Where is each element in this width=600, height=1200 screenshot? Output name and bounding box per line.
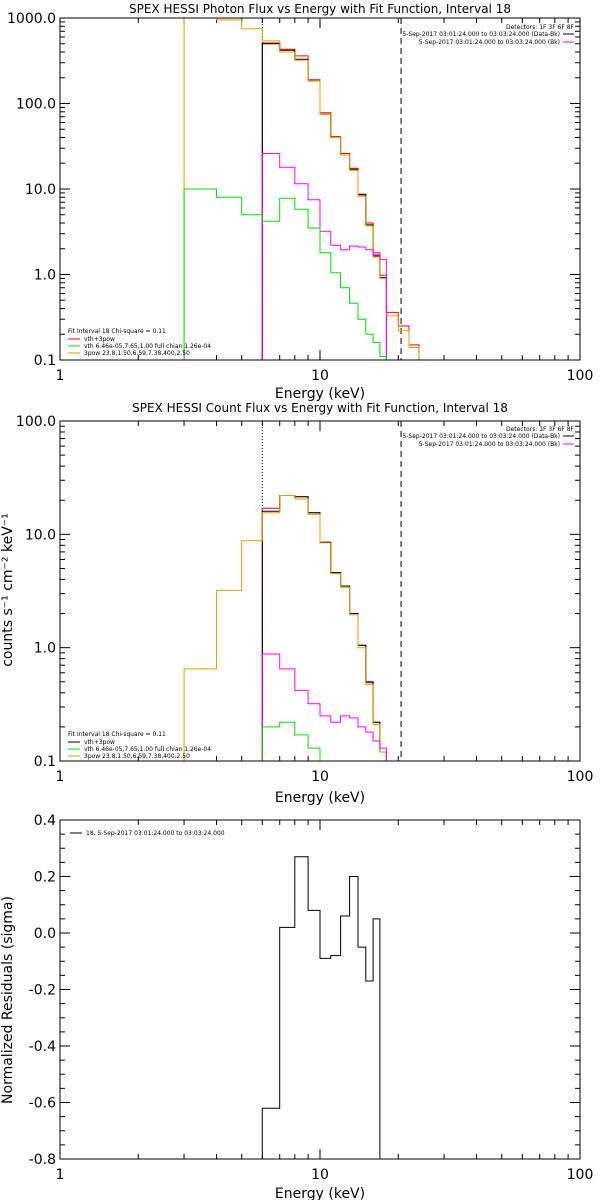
- photon-flux-legend: Fit Interval 18 Chi-square = 0.11 vth+3p…: [68, 328, 211, 357]
- residuals-series: [261, 856, 381, 1159]
- photon-flux-bk-interval: 5-Sep-2017 03:01:24.000 to 03:03:24.000 …: [419, 39, 560, 46]
- photon-flux-data-interval: 5-Sep-2017 03:01:24.000 to 03:03:24.000 …: [402, 31, 560, 38]
- x-tick-label: 10: [311, 368, 329, 384]
- count-flux-series: [183, 421, 402, 762]
- series-line-0: [261, 495, 387, 761]
- photon-flux-panel: SPEX HESSI Photon Flux vs Energy with Fi…: [7, 2, 593, 402]
- y-tick-label: 0.0: [34, 926, 56, 942]
- photon-flux-detectors: Detectors: 1F 3F 6F 8F: [506, 24, 575, 31]
- series-line-4: [183, 188, 387, 360]
- photon-flux-xlabel: Energy (keV): [275, 386, 365, 402]
- x-tick-label: 10: [311, 769, 329, 785]
- residuals-panel: Energy (keV) Normalized Residuals (sigma…: [0, 813, 593, 1200]
- y-tick-label: -0.2: [29, 983, 56, 999]
- x-tick-label: 1: [56, 1167, 65, 1183]
- photon-flux-legend-vth: vth 6.46e-05,7.65,1.00 full chian 1.26e-…: [84, 343, 211, 350]
- count-flux-legend-vth: vth 6.46e-05,7.65,1.00 full chian 1.26e-…: [84, 746, 211, 753]
- count-flux-legend-pow: 3pow 23.8,1.50,6.59,7.38,400,2.50: [84, 753, 190, 760]
- photon-flux-legend-fit: Fit Interval 18 Chi-square = 0.11: [68, 328, 166, 335]
- y-tick-label: 10.0: [25, 182, 56, 198]
- series-line-1: [261, 43, 387, 360]
- series-line-4: [261, 721, 331, 762]
- count-flux-info: Detectors: 1F 3F 6F 8F 5-Sep-2017 03:01:…: [402, 426, 574, 448]
- y-tick-label: -0.4: [29, 1039, 56, 1055]
- photon-flux-info: Detectors: 1F 3F 6F 8F 5-Sep-2017 03:01:…: [402, 24, 574, 46]
- count-flux-frame: [59, 420, 581, 762]
- series-line-3: [261, 153, 387, 360]
- count-flux-legend: Fit Interval 18 Chi-square = 0.11 vth+3p…: [68, 731, 211, 760]
- count-flux-legend-fit: Fit Interval 18 Chi-square = 0.11: [68, 731, 166, 738]
- y-tick-label: -0.8: [29, 1152, 56, 1168]
- y-tick-label: 0.4: [34, 813, 56, 829]
- y-tick-label: 100.0: [16, 97, 56, 113]
- y-tick-label: 1.0: [34, 268, 56, 284]
- photon-flux-series: [183, 17, 428, 361]
- x-tick-label: 100: [567, 769, 594, 785]
- x-tick-label: 100: [567, 368, 594, 384]
- photon-flux-title: SPEX HESSI Photon Flux vs Energy with Fi…: [129, 2, 511, 16]
- count-flux-legend-total: vth+3pow: [84, 739, 115, 746]
- y-tick-label: -0.6: [29, 1096, 56, 1112]
- residuals-legend: 18, 5-Sep-2017 03:01:24.000 to 03:03:24.…: [70, 830, 225, 837]
- x-tick-label: 10: [311, 1167, 329, 1183]
- y-tick-label: 100.0: [16, 414, 56, 430]
- y-tick-label: 1.0: [34, 641, 56, 657]
- residuals-legend-text: 18, 5-Sep-2017 03:01:24.000 to 03:03:24.…: [86, 830, 225, 837]
- photon-flux-legend-pow: 3pow 23.8,1.50,6.59,7.38,400,2.50: [84, 350, 190, 357]
- count-flux-title: SPEX HESSI Count Flux vs Energy with Fit…: [132, 401, 508, 415]
- series-line-2: [183, 17, 428, 361]
- y-tick-label: 10.0: [25, 527, 56, 543]
- y-tick-label: 0.2: [34, 870, 56, 886]
- count-flux-data-interval: 5-Sep-2017 03:01:24.000 to 03:03:24.000 …: [402, 433, 560, 440]
- photon-flux-tick-labels: 1 10 100 0.1 1.0 10.0 100.0 1000.0: [7, 11, 593, 384]
- photon-flux-frame: [59, 17, 581, 361]
- series-line-0: [261, 856, 381, 1159]
- count-flux-panel: SPEX HESSI Count Flux vs Energy with Fit…: [0, 401, 593, 806]
- photon-flux-legend-total: vth+3pow: [84, 336, 115, 343]
- series-line-2: [183, 495, 399, 762]
- y-tick-label: 0.1: [34, 754, 56, 770]
- count-flux-ylabel: counts s⁻¹ cm⁻² keV⁻¹: [0, 513, 16, 667]
- count-flux-xlabel: Energy (keV): [275, 790, 365, 806]
- y-tick-label: 1000.0: [7, 11, 56, 27]
- x-tick-label: 1: [56, 769, 65, 785]
- residuals-ylabel: Normalized Residuals (sigma): [0, 896, 16, 1104]
- count-flux-bk-interval: 5-Sep-2017 03:01:24.000 to 03:03:24.000 …: [419, 441, 560, 448]
- residuals-xlabel: Energy (keV): [275, 1186, 365, 1200]
- count-flux-tick-labels: 1 10 100 0.1 1.0 10.0 100.0: [16, 414, 593, 785]
- y-tick-label: 0.1: [34, 353, 56, 369]
- series-line-0: [261, 42, 420, 360]
- x-tick-label: 100: [567, 1167, 594, 1183]
- series-line-3: [261, 653, 387, 761]
- count-flux-detectors: Detectors: 1F 3F 6F 8F: [506, 426, 575, 433]
- residuals-frame: [59, 819, 581, 1160]
- residuals-tick-labels: 1 10 100 -0.8 -0.6 -0.4 -0.2 0.0 0.2 0.4: [29, 813, 594, 1183]
- series-line-1: [261, 495, 387, 761]
- x-tick-label: 1: [56, 368, 65, 384]
